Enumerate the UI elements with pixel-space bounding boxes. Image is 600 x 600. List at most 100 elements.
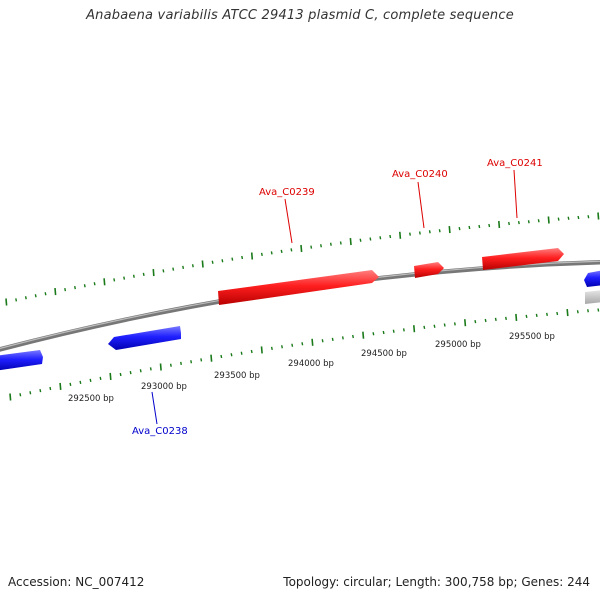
outer-tick-20 xyxy=(201,260,204,268)
inner-tick-38 xyxy=(392,329,395,333)
inner-tick-23 xyxy=(240,351,243,355)
inner-tick-56 xyxy=(576,310,579,314)
inner-tick-39 xyxy=(402,328,405,332)
tick-label-295500: 295500 bp xyxy=(509,332,555,342)
tick-label-295000: 295000 bp xyxy=(435,340,481,350)
inner-tick-18 xyxy=(190,360,193,364)
inner-tick-50 xyxy=(515,313,518,321)
outer-tick-27 xyxy=(270,251,273,255)
inner-tick-21 xyxy=(220,354,223,359)
gene-label-ava-c0239[interactable]: Ava_C0239 xyxy=(259,187,315,198)
inner-tick-41 xyxy=(423,325,426,330)
outer-tick-45 xyxy=(448,226,451,234)
inner-tick-30 xyxy=(311,338,314,346)
outer-tick-3 xyxy=(34,294,37,298)
inner-tick-13 xyxy=(139,369,142,373)
inner-tick-4 xyxy=(49,386,52,391)
outer-tick-ring xyxy=(5,212,600,306)
inner-tick-52 xyxy=(535,313,538,318)
outer-tick-1 xyxy=(15,298,18,302)
outer-tick-55 xyxy=(547,216,550,224)
gene-partial-right-blue[interactable] xyxy=(584,270,600,287)
outer-tick-26 xyxy=(260,252,263,257)
inner-tick-9 xyxy=(99,376,102,381)
gene-ava-c0241[interactable] xyxy=(482,248,564,270)
gene-ava-c0239[interactable] xyxy=(218,270,379,305)
outer-tick-36 xyxy=(359,238,362,242)
outer-tick-14 xyxy=(142,272,145,277)
inner-tick-33 xyxy=(341,336,344,340)
inner-tick-25 xyxy=(260,346,263,354)
inner-tick-14 xyxy=(149,367,152,371)
gene-label-ava-c0238[interactable]: Ava_C0238 xyxy=(132,426,188,437)
outer-tick-38 xyxy=(379,236,382,240)
inner-tick-15 xyxy=(159,363,162,371)
outer-tick-49 xyxy=(488,223,491,228)
outer-tick-51 xyxy=(508,221,510,226)
leader-ava-c0241 xyxy=(513,169,518,219)
inner-tick-35 xyxy=(362,331,365,339)
gene-ava-c0240[interactable] xyxy=(414,262,444,278)
inner-tick-31 xyxy=(321,339,324,343)
inner-tick-3 xyxy=(39,388,42,393)
inner-tick-28 xyxy=(291,343,294,347)
outer-tick-11 xyxy=(113,278,116,282)
outer-tick-17 xyxy=(172,267,175,271)
outer-tick-30 xyxy=(300,244,303,253)
outer-tick-46 xyxy=(458,226,461,231)
outer-tick-16 xyxy=(162,269,165,273)
inner-tick-48 xyxy=(494,317,497,322)
outer-tick-47 xyxy=(468,225,471,230)
outer-tick-43 xyxy=(428,230,431,234)
tick-labels: 292500 bp 293000 bp 293500 bp 294000 bp … xyxy=(68,332,555,404)
outer-tick-24 xyxy=(241,255,244,260)
outer-tick-48 xyxy=(478,224,481,229)
inner-tick-26 xyxy=(270,346,273,351)
inner-tick-58 xyxy=(597,308,600,312)
inner-tick-11 xyxy=(119,372,122,377)
outer-tick-12 xyxy=(123,276,126,280)
outer-tick-35 xyxy=(349,238,352,246)
outer-tick-22 xyxy=(221,259,224,263)
outer-tick-5 xyxy=(54,288,57,296)
outer-tick-23 xyxy=(231,257,234,261)
outer-tick-18 xyxy=(182,265,185,270)
outer-tick-42 xyxy=(418,231,421,235)
gene-label-ava-c0241[interactable]: Ava_C0241 xyxy=(487,158,543,169)
inner-tick-54 xyxy=(556,311,559,316)
topology-summary-text: Topology: circular; Length: 300,758 bp; … xyxy=(283,575,590,589)
outer-tick-8 xyxy=(83,284,86,288)
gene-partial-left[interactable] xyxy=(0,350,43,371)
outer-tick-10 xyxy=(103,278,106,286)
outer-tick-32 xyxy=(320,244,322,248)
inner-tick-46 xyxy=(474,319,477,324)
inner-tick-27 xyxy=(281,345,283,349)
inner-tick-49 xyxy=(505,316,507,321)
tick-label-294500: 294500 bp xyxy=(361,349,407,359)
inner-tick-1 xyxy=(19,393,22,397)
inner-tick-24 xyxy=(250,349,253,354)
tick-label-292500: 292500 bp xyxy=(68,394,114,404)
outer-tick-34 xyxy=(339,241,342,245)
outer-tick-29 xyxy=(290,248,293,252)
inner-tick-8 xyxy=(89,378,92,383)
outer-tick-50 xyxy=(498,220,501,229)
tick-label-293500: 293500 bp xyxy=(214,371,260,381)
leader-ava-c0238 xyxy=(151,391,158,425)
gene-label-ava-c0240[interactable]: Ava_C0240 xyxy=(392,169,448,180)
outer-tick-31 xyxy=(310,245,313,249)
outer-tick-0 xyxy=(5,298,8,306)
inner-tick-40 xyxy=(413,325,416,333)
outer-tick-41 xyxy=(409,232,411,236)
gene-ava-c0238[interactable] xyxy=(108,326,181,350)
inner-tick-57 xyxy=(587,309,589,313)
inner-tick-32 xyxy=(331,337,334,342)
accession-text: Accession: NC_007412 xyxy=(8,575,145,589)
outer-tick-19 xyxy=(191,264,194,268)
inner-tick-16 xyxy=(169,363,172,367)
tick-label-293000: 293000 bp xyxy=(141,382,187,392)
inner-tick-10 xyxy=(109,372,112,380)
gene-partial-right-gray[interactable] xyxy=(585,290,600,304)
outer-tick-40 xyxy=(399,231,402,239)
